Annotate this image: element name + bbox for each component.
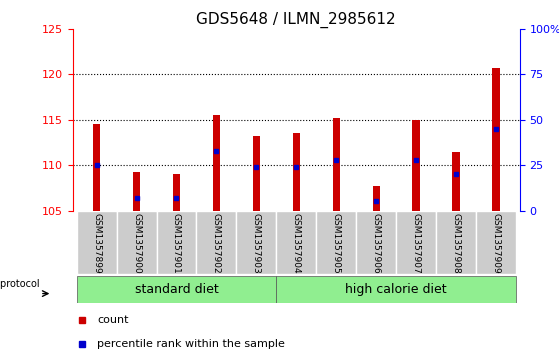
Text: GSM1357904: GSM1357904 <box>292 213 301 274</box>
Bar <box>316 211 356 274</box>
Bar <box>413 120 420 211</box>
Bar <box>333 118 340 211</box>
Text: GSM1357909: GSM1357909 <box>491 213 500 274</box>
Bar <box>396 211 436 274</box>
Bar <box>492 68 500 211</box>
Bar <box>356 211 396 274</box>
Text: GSM1357902: GSM1357902 <box>212 213 221 274</box>
Text: percentile rank within the sample: percentile rank within the sample <box>97 339 285 349</box>
Bar <box>293 133 300 211</box>
Text: growth protocol: growth protocol <box>0 278 40 289</box>
Bar <box>157 211 196 274</box>
Bar <box>452 151 459 211</box>
Text: GSM1357907: GSM1357907 <box>411 213 420 274</box>
Bar <box>196 211 236 274</box>
Text: GSM1357901: GSM1357901 <box>172 213 181 274</box>
Bar <box>276 211 316 274</box>
Text: GSM1357903: GSM1357903 <box>252 213 261 274</box>
Bar <box>276 276 516 303</box>
Text: GSM1357906: GSM1357906 <box>372 213 381 274</box>
Text: standard diet: standard diet <box>135 283 219 296</box>
Bar <box>117 211 157 274</box>
Bar <box>77 276 276 303</box>
Bar <box>436 211 476 274</box>
Bar <box>253 136 260 211</box>
Bar <box>476 211 516 274</box>
Text: count: count <box>97 315 129 325</box>
Bar <box>77 211 117 274</box>
Bar <box>372 186 380 211</box>
Text: GSM1357899: GSM1357899 <box>92 213 101 274</box>
Title: GDS5648 / ILMN_2985612: GDS5648 / ILMN_2985612 <box>196 12 396 28</box>
Bar <box>93 124 100 211</box>
Bar <box>236 211 276 274</box>
Text: GSM1357908: GSM1357908 <box>452 213 461 274</box>
Bar <box>173 174 180 211</box>
Bar <box>133 171 140 211</box>
Bar <box>213 115 220 211</box>
Text: GSM1357900: GSM1357900 <box>132 213 141 274</box>
Text: high calorie diet: high calorie diet <box>345 283 447 296</box>
Text: GSM1357905: GSM1357905 <box>331 213 340 274</box>
